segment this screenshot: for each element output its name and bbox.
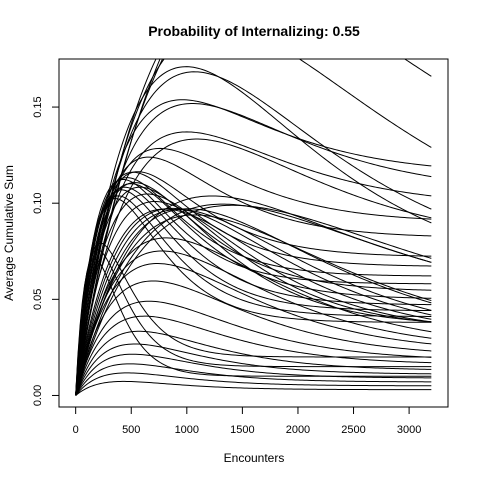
x-tick-label: 2500 xyxy=(341,424,365,436)
series-line-48 xyxy=(75,258,432,396)
y-tick-label: 0.15 xyxy=(32,96,44,117)
series-line-23 xyxy=(75,208,432,396)
series-line-46 xyxy=(75,242,432,396)
x-tick-label: 0 xyxy=(73,424,79,436)
series-line-6 xyxy=(75,138,432,396)
series-line-27 xyxy=(75,263,432,396)
x-axis: 0 500 1000 1500 2000 2500 3000 xyxy=(73,406,421,436)
series-line-21 xyxy=(75,207,432,396)
series-line-41 xyxy=(75,71,432,396)
series-line-45 xyxy=(75,204,432,396)
series-line-2 xyxy=(75,103,432,396)
x-tick-label: 500 xyxy=(122,424,140,436)
x-tick-label: 3000 xyxy=(397,424,421,436)
series-line-15 xyxy=(75,195,432,396)
series-line-34 xyxy=(75,363,432,396)
y-tick-label: 0.00 xyxy=(32,385,44,406)
series-line-11 xyxy=(75,182,432,396)
series-line-40 xyxy=(75,59,161,396)
series-line-22 xyxy=(75,208,432,396)
y-axis-title: Average Cumulative Sum xyxy=(2,165,16,301)
series-line-3 xyxy=(75,131,432,396)
x-tick-label: 2000 xyxy=(286,424,310,436)
series-line-33 xyxy=(75,353,432,396)
series-line-5 xyxy=(75,156,432,396)
series-line-30 xyxy=(75,315,432,396)
series-line-47 xyxy=(75,249,432,396)
series-line-9 xyxy=(75,177,432,396)
x-tick-label: 1500 xyxy=(230,424,254,436)
series-line-25 xyxy=(75,237,432,396)
y-tick-label: 0.10 xyxy=(32,192,44,213)
series-line-37 xyxy=(75,59,432,396)
x-axis-title: Encounters xyxy=(224,451,285,465)
series-line-8 xyxy=(75,171,432,396)
series-line-24 xyxy=(75,214,432,396)
series-line-4 xyxy=(75,147,432,396)
x-tick-label: 1000 xyxy=(175,424,199,436)
series-line-14 xyxy=(75,189,432,396)
series-line-29 xyxy=(75,300,432,396)
series-line-32 xyxy=(75,343,432,396)
series-line-28 xyxy=(75,280,432,396)
series-layer xyxy=(75,59,432,396)
series-line-20 xyxy=(75,208,432,396)
y-tick-label: 0.05 xyxy=(32,289,44,310)
y-axis: 0.00 0.05 0.10 0.15 xyxy=(32,96,60,406)
series-line-36 xyxy=(75,380,432,396)
series-line-42 xyxy=(75,66,432,396)
series-line-18 xyxy=(75,193,432,396)
chart-title: Probability of Internalizing: 0.55 xyxy=(148,23,360,39)
series-line-44 xyxy=(75,203,432,396)
series-line-19 xyxy=(75,201,432,396)
series-line-16 xyxy=(75,197,432,396)
series-line-35 xyxy=(75,372,432,396)
